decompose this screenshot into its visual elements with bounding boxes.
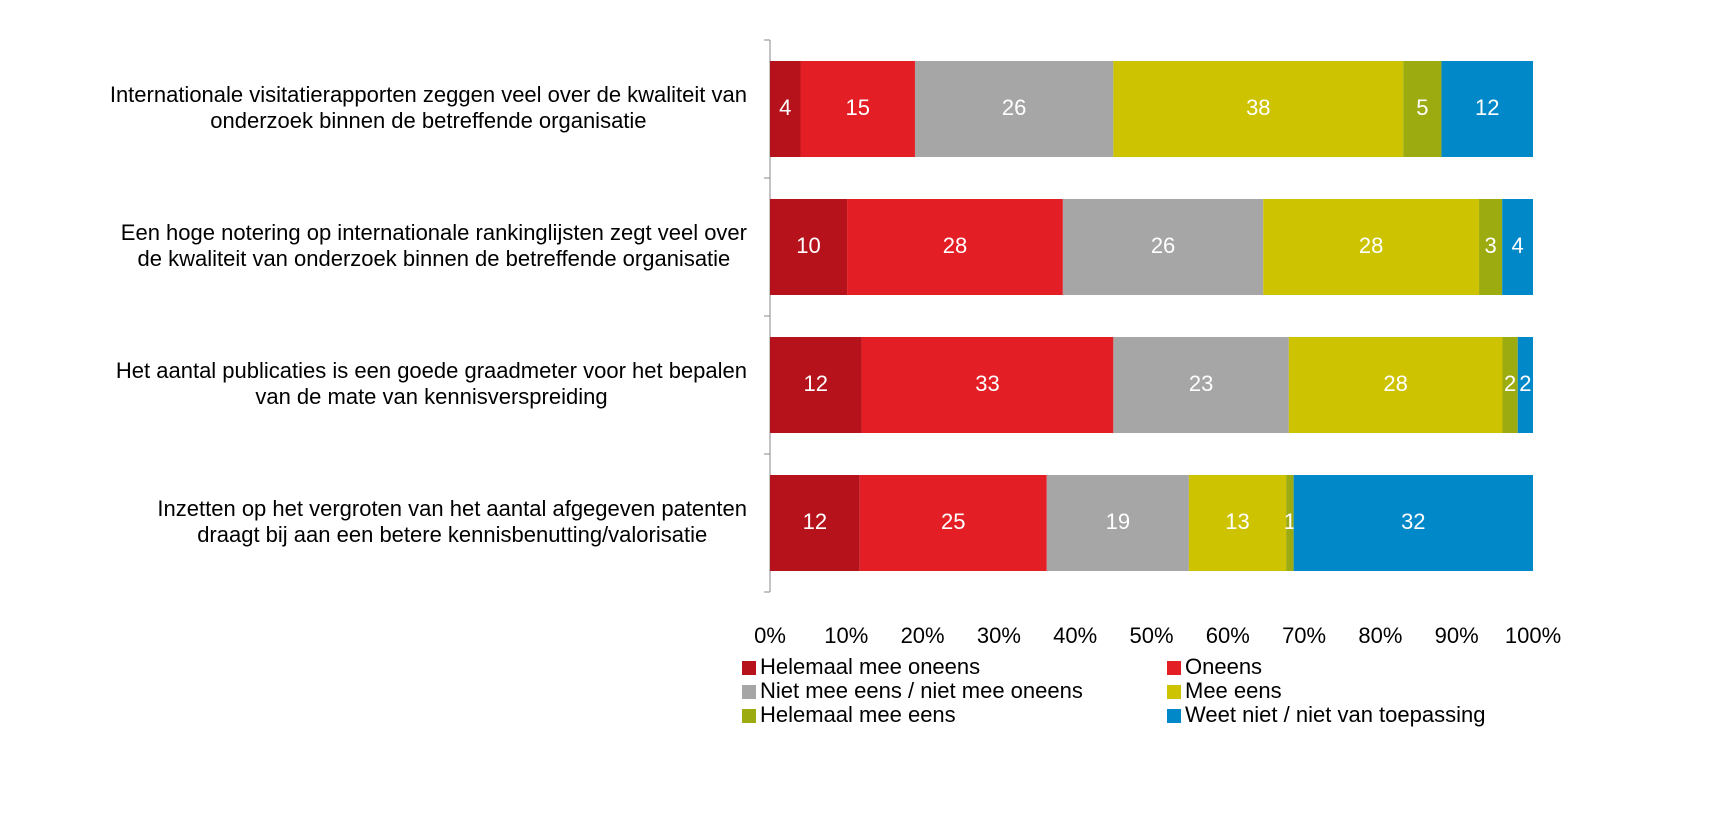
x-tick-label: 40% bbox=[1053, 623, 1097, 648]
bar-segment bbox=[1286, 475, 1294, 571]
x-tick-label: 80% bbox=[1358, 623, 1402, 648]
legend-swatch bbox=[1167, 661, 1181, 675]
data-label: 13 bbox=[1225, 509, 1249, 534]
x-tick-label: 70% bbox=[1282, 623, 1326, 648]
bar-segment bbox=[1046, 475, 1189, 571]
data-label: 4 bbox=[779, 95, 791, 120]
data-label: 23 bbox=[1189, 371, 1213, 396]
data-label: 5 bbox=[1416, 95, 1428, 120]
data-label: 38 bbox=[1246, 95, 1270, 120]
x-tick-label: 90% bbox=[1435, 623, 1479, 648]
bar-segment bbox=[847, 199, 1063, 295]
data-label: 4 bbox=[1511, 233, 1523, 258]
data-label: 28 bbox=[1383, 371, 1407, 396]
bar-segment bbox=[1113, 61, 1404, 157]
bar-segment bbox=[1293, 475, 1533, 571]
bar-segment bbox=[770, 61, 801, 157]
bar-segment bbox=[770, 337, 862, 433]
bar-segment bbox=[1517, 337, 1533, 433]
legend-swatch bbox=[742, 661, 756, 675]
data-label: 12 bbox=[804, 371, 828, 396]
x-tick-label: 20% bbox=[901, 623, 945, 648]
bar-segment bbox=[770, 199, 848, 295]
x-tick-label: 30% bbox=[977, 623, 1021, 648]
x-tick-label: 60% bbox=[1206, 623, 1250, 648]
legend-label: Niet mee eens / niet mee oneens bbox=[760, 678, 1083, 703]
x-tick-label: 10% bbox=[824, 623, 868, 648]
data-label: 1 bbox=[1284, 509, 1296, 534]
category-label: Internationale visitatierapporten zeggen… bbox=[110, 82, 747, 107]
legend-label: Oneens bbox=[1185, 654, 1262, 679]
data-label: 26 bbox=[1002, 95, 1026, 120]
bar-segment bbox=[1288, 337, 1503, 433]
bar-segment bbox=[859, 475, 1047, 571]
bar-segment bbox=[1403, 61, 1442, 157]
category-label: van de mate van kennisverspreiding bbox=[255, 384, 607, 409]
data-label: 25 bbox=[941, 509, 965, 534]
legend-label: Helemaal mee eens bbox=[760, 702, 956, 727]
data-label: 32 bbox=[1401, 509, 1425, 534]
legend-label: Mee eens bbox=[1185, 678, 1282, 703]
bar-segment bbox=[1502, 199, 1533, 295]
data-label: 2 bbox=[1504, 371, 1516, 396]
legend-label: Helemaal mee oneens bbox=[760, 654, 980, 679]
bar-segment bbox=[800, 61, 915, 157]
category-label: onderzoek binnen de betreffende organisa… bbox=[210, 108, 646, 133]
legend-label: Weet niet / niet van toepassing bbox=[1185, 702, 1485, 727]
bar-segment bbox=[1062, 199, 1264, 295]
data-label: 10 bbox=[796, 233, 820, 258]
legend-swatch bbox=[1167, 685, 1181, 699]
x-tick-label: 0% bbox=[754, 623, 786, 648]
bar-segment bbox=[861, 337, 1114, 433]
data-label: 12 bbox=[1475, 95, 1499, 120]
bar-segment bbox=[1113, 337, 1289, 433]
data-label: 28 bbox=[943, 233, 967, 258]
legend-swatch bbox=[1167, 709, 1181, 723]
category-label: de kwaliteit van onderzoek binnen de bet… bbox=[138, 246, 731, 271]
category-label: Het aantal publicaties is een goede graa… bbox=[116, 358, 747, 383]
category-label: Een hoge notering op internationale rank… bbox=[121, 220, 747, 245]
bar-segment bbox=[1188, 475, 1287, 571]
data-label: 19 bbox=[1106, 509, 1130, 534]
data-label: 3 bbox=[1484, 233, 1496, 258]
data-label: 15 bbox=[846, 95, 870, 120]
category-label: Inzetten op het vergroten van het aantal… bbox=[157, 496, 747, 521]
x-tick-label: 50% bbox=[1129, 623, 1173, 648]
bar-segment bbox=[914, 61, 1114, 157]
bar-segment bbox=[1502, 337, 1518, 433]
category-label: draagt bij aan een betere kennisbenuttin… bbox=[197, 522, 707, 547]
data-label: 28 bbox=[1359, 233, 1383, 258]
legend-swatch bbox=[742, 709, 756, 723]
data-label: 12 bbox=[803, 509, 827, 534]
data-label: 33 bbox=[975, 371, 999, 396]
data-label: 26 bbox=[1151, 233, 1175, 258]
bar-segment bbox=[1479, 199, 1503, 295]
x-tick-label: 100% bbox=[1505, 623, 1561, 648]
bar-segment bbox=[1441, 61, 1533, 157]
bar-segment bbox=[770, 475, 860, 571]
bar-segment bbox=[1263, 199, 1480, 295]
legend-swatch bbox=[742, 685, 756, 699]
data-label: 2 bbox=[1519, 371, 1531, 396]
